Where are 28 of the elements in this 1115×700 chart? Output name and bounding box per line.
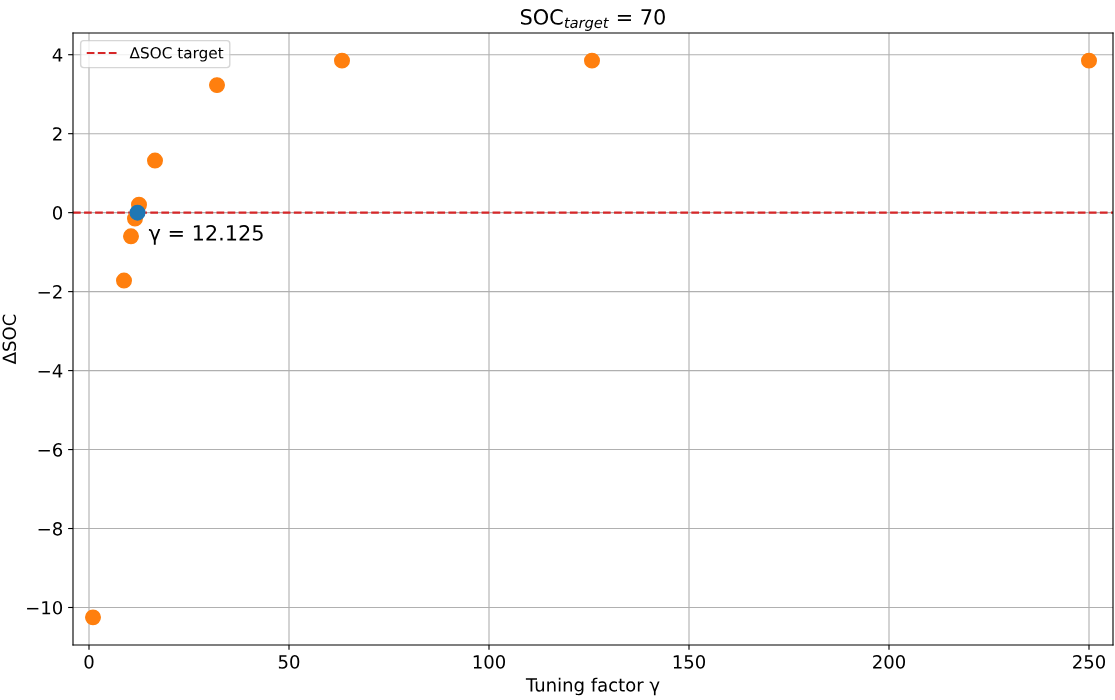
chart-title: SOC$_{target}$ = 70 bbox=[520, 9, 665, 31]
point bbox=[129, 204, 146, 221]
point bbox=[209, 77, 225, 94]
x-axis-title: Tuning factor γ bbox=[525, 677, 660, 696]
y-axis-title: ΔSOC bbox=[2, 314, 17, 365]
point bbox=[116, 272, 132, 289]
point bbox=[584, 52, 600, 69]
y-tick-label: −8 bbox=[38, 521, 63, 536]
annotation: γ = 12.125 bbox=[148, 224, 263, 245]
y-tick-label: −2 bbox=[38, 285, 62, 299]
point bbox=[147, 152, 163, 169]
point bbox=[85, 609, 101, 626]
y-tick-label: 0 bbox=[52, 206, 63, 220]
x-tick-label: 100 bbox=[473, 655, 506, 669]
x-tick-label: 0 bbox=[84, 655, 94, 669]
x-tick-label: 50 bbox=[278, 655, 300, 669]
point bbox=[1081, 52, 1097, 69]
y-tick-label: −4 bbox=[38, 364, 63, 378]
point bbox=[123, 228, 139, 245]
y-tick-label: −10 bbox=[27, 600, 63, 615]
x-tick-label: 150 bbox=[673, 655, 706, 669]
y-tick-label: −6 bbox=[38, 443, 63, 457]
legend-label: ΔSOC target bbox=[129, 47, 224, 62]
y-tick-label: 2 bbox=[53, 127, 62, 141]
x-tick-label: 200 bbox=[873, 655, 906, 669]
x-tick-label: 250 bbox=[1073, 655, 1106, 669]
y-tick-label: 4 bbox=[52, 48, 63, 62]
point bbox=[334, 52, 350, 69]
